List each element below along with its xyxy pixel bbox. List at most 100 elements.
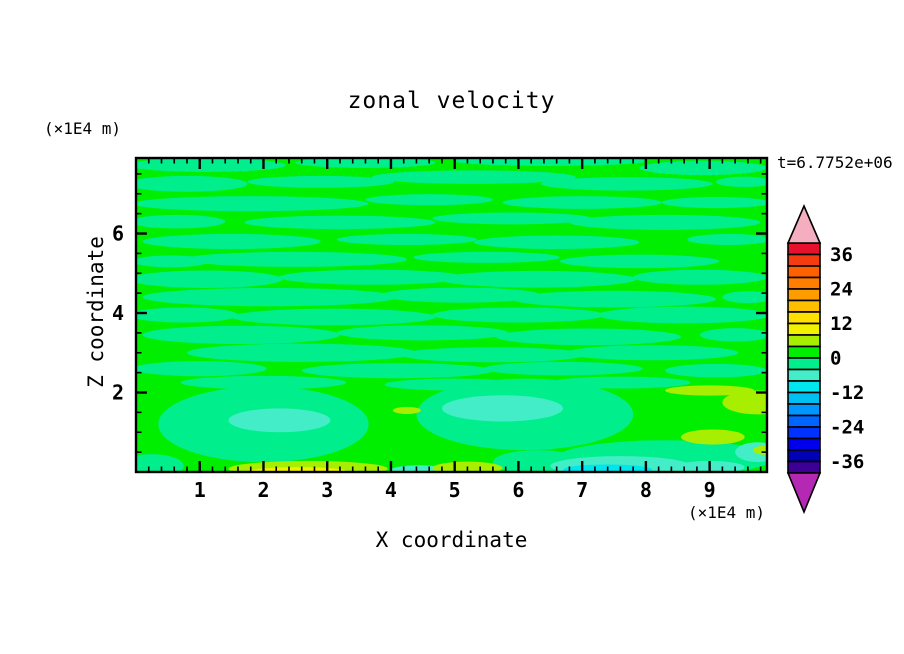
x-tick-label: 6 bbox=[512, 478, 524, 502]
contour-blob-band--4 bbox=[716, 176, 767, 188]
contour-blob-band-4 bbox=[665, 385, 755, 396]
colorbar-cell bbox=[787, 357, 821, 371]
contour-blob-band--4 bbox=[540, 177, 713, 191]
contour-blob-band-4 bbox=[680, 429, 745, 445]
colorbar-cell bbox=[787, 253, 821, 267]
y-axis-unit: (×1E4 m) bbox=[44, 119, 122, 138]
colorbar-cell bbox=[787, 437, 821, 451]
contour-blob-band--4 bbox=[432, 307, 605, 323]
x-tick-label: 2 bbox=[257, 478, 269, 502]
colorbar bbox=[786, 203, 822, 515]
contour-blob-band--4 bbox=[559, 254, 720, 269]
contour-blob-band--4 bbox=[665, 363, 767, 378]
contour-blob-band--4 bbox=[244, 215, 436, 230]
x-tick-label: 7 bbox=[576, 478, 588, 502]
colorbar-cell bbox=[787, 288, 821, 302]
contour-blob-band--4 bbox=[142, 233, 321, 250]
contour-blob-band--4 bbox=[371, 170, 576, 184]
contour-blob-band-4 bbox=[722, 390, 767, 415]
colorbar-cell bbox=[787, 345, 821, 359]
colorbar-tick-label: -24 bbox=[830, 417, 864, 439]
contour-blob-band--4 bbox=[566, 345, 739, 361]
contour-blob-band--4 bbox=[432, 212, 592, 225]
contour-blob-band--4 bbox=[136, 196, 369, 212]
contour-blob-band--4 bbox=[142, 287, 398, 307]
colorbar-tick-label: -12 bbox=[830, 382, 864, 404]
contour-blob-band--4 bbox=[231, 308, 436, 326]
colorbar-cell bbox=[787, 368, 821, 382]
x-axis-label: X coordinate bbox=[375, 528, 528, 552]
contour-blob-band--4 bbox=[365, 194, 493, 206]
contour-blob-band--4 bbox=[700, 328, 767, 342]
contour-blob-band--4 bbox=[496, 328, 681, 346]
colorbar-cell bbox=[787, 242, 821, 256]
colorbar-cell bbox=[787, 311, 821, 325]
contour-blob-band--4 bbox=[142, 325, 340, 345]
contour-blob-band--4 bbox=[279, 269, 465, 285]
contour-blob-band-4 bbox=[392, 406, 421, 414]
contour-blob-band--4 bbox=[336, 325, 509, 341]
contour-blob-band--4 bbox=[633, 269, 767, 285]
colorbar-under-range-arrow bbox=[786, 472, 822, 515]
colorbar-over-range-arrow bbox=[786, 203, 822, 244]
x-tick-label: 5 bbox=[449, 478, 461, 502]
colorbar-cell bbox=[787, 426, 821, 440]
contour-blob-band--4 bbox=[722, 291, 767, 304]
plot-frame bbox=[134, 156, 769, 474]
contour-blob-band--4 bbox=[186, 343, 417, 362]
contour-blob-band--4 bbox=[301, 363, 493, 379]
x-tick-label: 9 bbox=[704, 478, 716, 502]
contour-blob-band--4 bbox=[400, 347, 586, 363]
contour-blob-band--4 bbox=[180, 375, 347, 390]
colorbar-tick-label: 0 bbox=[830, 348, 841, 370]
contour-blob-band--4 bbox=[687, 233, 767, 246]
z-tick-label: 4 bbox=[112, 301, 124, 325]
contour-blob-band--4 bbox=[247, 175, 395, 188]
chart-title: zonal velocity bbox=[347, 88, 556, 114]
colorbar-tick-label: -36 bbox=[830, 451, 864, 473]
contour-blob-band--4 bbox=[413, 251, 560, 263]
contour-blob-band--4 bbox=[473, 235, 640, 250]
contour-blob-band--4 bbox=[661, 196, 767, 209]
colorbar-cell bbox=[787, 449, 821, 463]
x-tick-label: 8 bbox=[640, 478, 652, 502]
colorbar-cell bbox=[787, 403, 821, 417]
contour-blob-band--4 bbox=[639, 160, 767, 176]
contour-blob-band--8 bbox=[441, 395, 564, 422]
colorbar-cell bbox=[787, 276, 821, 290]
colorbar-cell bbox=[787, 414, 821, 428]
x-tick-label: 4 bbox=[385, 478, 397, 502]
contour-blob-band--4 bbox=[136, 454, 184, 472]
x-tick-label: 1 bbox=[194, 478, 206, 502]
contour-blob-band--4 bbox=[502, 196, 662, 209]
contour-blob-band--8 bbox=[228, 408, 331, 433]
z-tick-label: 2 bbox=[112, 381, 124, 405]
x-axis-unit: (×1E4 m) bbox=[688, 503, 766, 522]
contour-blob-band--4 bbox=[438, 270, 637, 288]
contour-blob-band--4 bbox=[454, 158, 646, 166]
contour-blob-band--4 bbox=[483, 361, 643, 376]
y-axis-label: Z coordinate bbox=[84, 236, 108, 388]
colorbar-tick-label: 12 bbox=[830, 313, 853, 335]
colorbar-cell bbox=[787, 322, 821, 336]
colorbar-cell bbox=[787, 460, 821, 474]
contour-blob-band--4 bbox=[598, 306, 767, 324]
colorbar-cell bbox=[787, 380, 821, 394]
contour-blob-band--4 bbox=[136, 158, 286, 172]
contour-blob-band--4 bbox=[136, 307, 238, 323]
colorbar-cell bbox=[787, 265, 821, 279]
colorbar-cell bbox=[787, 299, 821, 313]
contour-blob-band--4 bbox=[136, 270, 283, 288]
contour-blob-band--4 bbox=[512, 290, 717, 308]
contour-blob-band--4 bbox=[336, 233, 477, 246]
contour-field bbox=[136, 158, 767, 472]
colorbar-tick-label: 36 bbox=[830, 244, 853, 266]
contour-blob-band--4 bbox=[136, 361, 267, 377]
time-annotation: t=6.7752e+06 bbox=[777, 153, 893, 172]
colorbar-cell bbox=[787, 391, 821, 405]
colorbar-cell bbox=[787, 334, 821, 348]
contour-blob-band--4 bbox=[381, 287, 541, 303]
z-tick-label: 6 bbox=[112, 222, 124, 246]
